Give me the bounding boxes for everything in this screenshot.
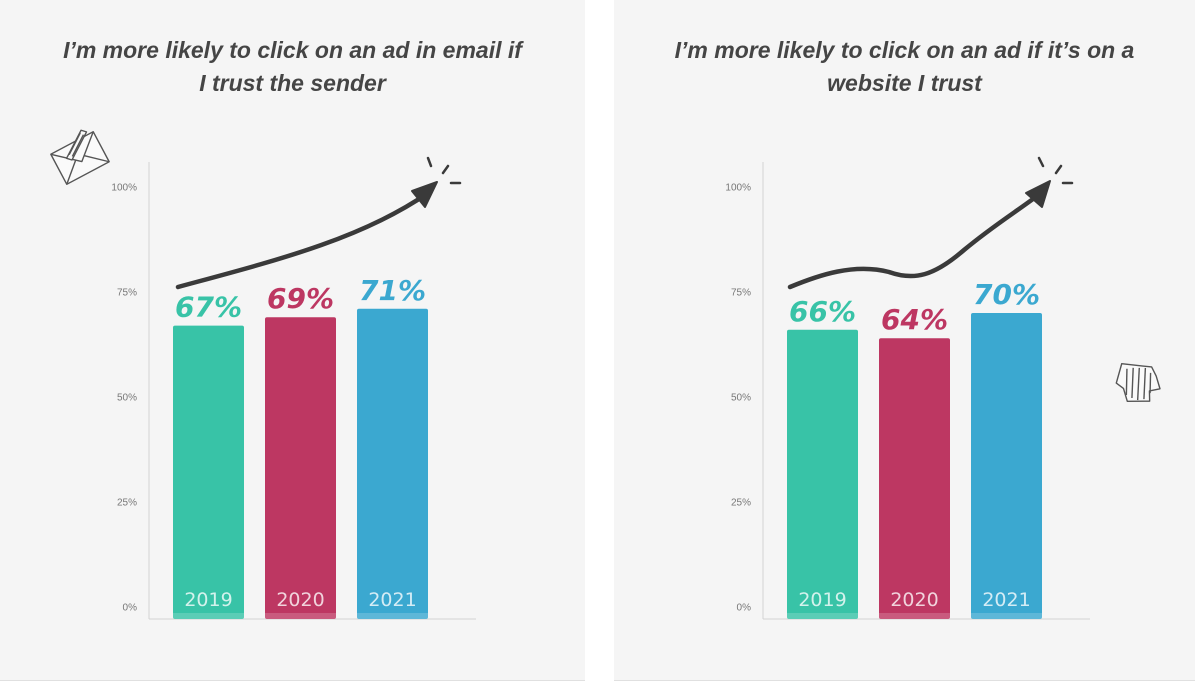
chart-panel-website: I’m more likely to click on an ad if it’… bbox=[614, 0, 1195, 681]
category-label: 2021 bbox=[982, 589, 1030, 611]
bar-base-shade bbox=[357, 613, 428, 619]
y-tick-label: 50% bbox=[117, 393, 137, 404]
category-label: 2019 bbox=[184, 589, 232, 611]
chart-title-line-2: I trust the sender bbox=[199, 70, 386, 96]
bar-chart-email: 0% 25% 50% 75% 100% 67% 2019 69% 2020 71% 2021 bbox=[50, 129, 476, 620]
bar-2021 bbox=[971, 313, 1042, 619]
y-tick-label: 50% bbox=[731, 393, 751, 404]
category-label: 2020 bbox=[276, 589, 324, 611]
chart-title-line-1: I’m more likely to click on an ad if it’… bbox=[674, 37, 1135, 63]
y-tick-label: 100% bbox=[111, 183, 137, 194]
y-tick-label: 75% bbox=[117, 288, 137, 299]
bar-2019 bbox=[787, 329, 858, 619]
value-label: 71% bbox=[359, 274, 426, 307]
y-tick-label: 25% bbox=[731, 498, 751, 509]
bar-base-shade bbox=[971, 613, 1042, 619]
bar-base-shade bbox=[787, 613, 858, 619]
category-label: 2019 bbox=[798, 589, 846, 611]
bars-group: 66% 2019 64% 2020 70% 2021 bbox=[787, 278, 1042, 619]
y-tick-label: 25% bbox=[117, 498, 137, 509]
bar-base-shade bbox=[879, 613, 950, 619]
trend-arrow-doodle-icon bbox=[787, 156, 1074, 290]
value-label: 64% bbox=[881, 303, 948, 336]
chart-title: I’m more likely to click on an ad if it’… bbox=[614, 34, 1195, 100]
bars-group: 67% 2019 69% 2020 71% 2021 bbox=[173, 274, 428, 619]
category-label: 2021 bbox=[368, 589, 416, 611]
bar-2021 bbox=[357, 308, 428, 619]
hand-pointer-doodle-icon bbox=[1115, 363, 1161, 402]
envelope-doodle-icon bbox=[50, 129, 110, 185]
trend-arrow-doodle-icon bbox=[175, 156, 462, 290]
chart-title-line-2: website I trust bbox=[827, 70, 982, 96]
category-label: 2020 bbox=[890, 589, 938, 611]
chart-panel-email: I’m more likely to click on an ad in ema… bbox=[0, 0, 585, 681]
value-label: 66% bbox=[789, 295, 856, 328]
chart-title: I’m more likely to click on an ad in ema… bbox=[0, 34, 585, 100]
bar-base-shade bbox=[265, 613, 336, 619]
chart-title-line-1: I’m more likely to click on an ad in ema… bbox=[63, 37, 522, 63]
value-label: 70% bbox=[973, 278, 1040, 311]
y-tick-label: 0% bbox=[737, 603, 752, 614]
bar-base-shade bbox=[173, 613, 244, 619]
value-label: 69% bbox=[267, 282, 334, 315]
bar-2020 bbox=[265, 317, 336, 619]
bar-chart-website: 0% 25% 50% 75% 100% 66% 2019 64% 2020 70% 2021 bbox=[725, 156, 1161, 620]
y-tick-label: 100% bbox=[725, 183, 751, 194]
y-tick-label: 75% bbox=[731, 288, 751, 299]
y-tick-label: 0% bbox=[123, 603, 138, 614]
value-label: 67% bbox=[175, 291, 242, 324]
bar-2020 bbox=[879, 338, 950, 619]
bar-2019 bbox=[173, 325, 244, 619]
